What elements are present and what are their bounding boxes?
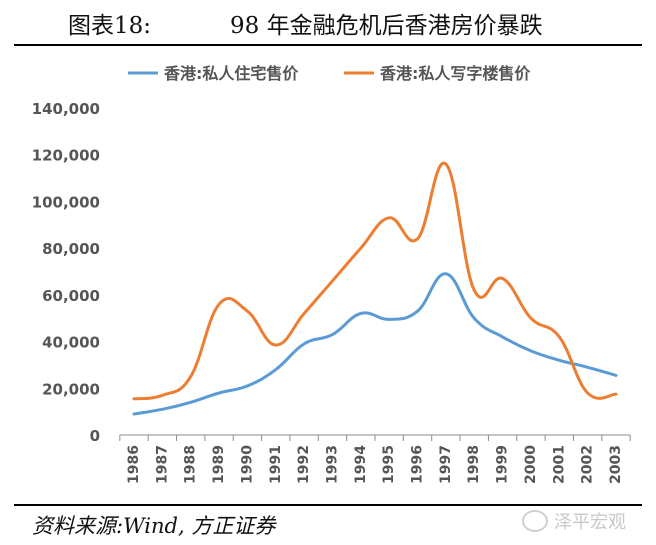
watermark: 泽平宏观 — [522, 508, 626, 534]
watermark-text: 泽平宏观 — [554, 512, 626, 533]
y-tick-label: 100,000 — [32, 193, 100, 211]
legend-label: 香港:私人住宅售价 — [163, 64, 299, 83]
x-tick-label: 1993 — [324, 445, 340, 484]
y-tick-label: 0 — [90, 427, 100, 445]
x-tick-label: 1986 — [126, 445, 142, 484]
x-tick-label: 2002 — [580, 445, 596, 484]
legend: 香港:私人住宅售价 香港:私人写字楼售价 — [128, 64, 531, 83]
x-tick-label: 1989 — [211, 445, 227, 484]
series-lines — [132, 161, 618, 416]
x-tick-label: 1999 — [495, 445, 511, 484]
series-line-1 — [132, 272, 618, 416]
x-tick-label: 1995 — [381, 445, 397, 484]
x-tick-label: 1988 — [183, 445, 199, 484]
x-tick-label: 2000 — [523, 445, 539, 484]
x-tick-label: 1991 — [268, 445, 284, 484]
top-rule — [14, 44, 642, 46]
x-axis: 1986 1987 1988 1989 1990 1991 1992 1993 1994 1995… — [119, 434, 631, 484]
x-tick-label: 1998 — [466, 445, 482, 484]
x-tick-label: 1996 — [410, 445, 426, 484]
figure-label: 图表18: — [68, 13, 152, 39]
x-tick-label: 1992 — [296, 445, 312, 484]
y-tick-label: 80,000 — [42, 240, 100, 258]
y-tick-label: 120,000 — [32, 147, 100, 165]
bottom-rule — [14, 504, 642, 506]
y-tick-label: 140,000 — [32, 100, 100, 118]
figure-title: 98 年金融危机后香港房价暴跌 — [230, 13, 543, 39]
x-tick-label: 1994 — [353, 445, 369, 484]
legend-label: 香港:私人写字楼售价 — [379, 64, 531, 83]
y-tick-label: 40,000 — [42, 334, 100, 352]
x-tick-label: 1987 — [154, 445, 170, 484]
wechat-icon — [522, 510, 548, 532]
x-tick-label: 1990 — [239, 445, 255, 484]
figure-title-bar: 图表18: 98 年金融危机后香港房价暴跌 — [0, 0, 656, 44]
series-line-2 — [132, 161, 618, 401]
x-tick-label: 2001 — [551, 445, 567, 484]
source-note: 资料来源:Wind, 方正证券 — [32, 514, 276, 538]
x-tick-label: 2003 — [608, 445, 624, 484]
x-tick-label: 1997 — [438, 445, 454, 484]
y-axis: 0 20,000 40,000 60,000 80,000 100,000 120,000 1… — [32, 100, 100, 445]
y-tick-label: 20,000 — [42, 380, 100, 398]
y-tick-label: 60,000 — [42, 287, 100, 305]
